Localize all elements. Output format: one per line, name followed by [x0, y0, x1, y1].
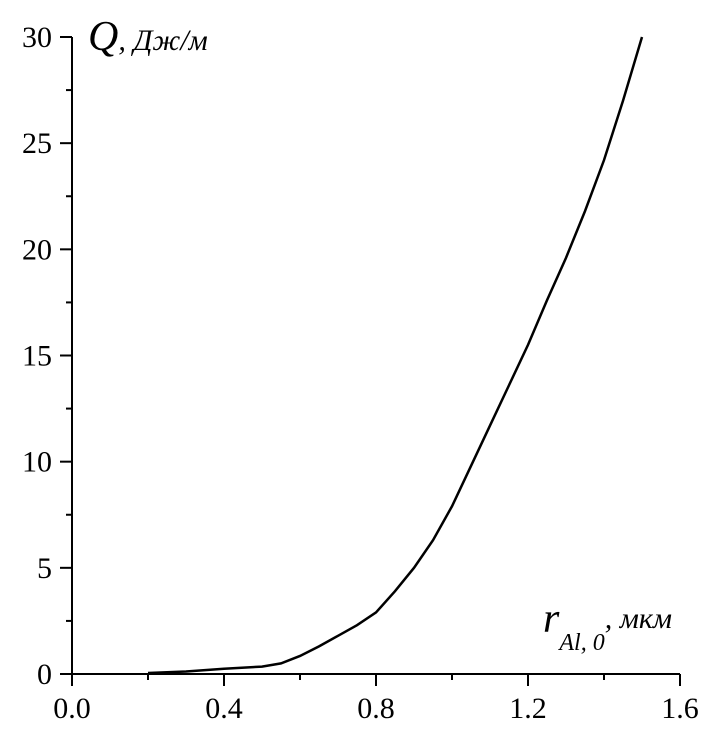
x-tick-label: 0.8 — [357, 692, 395, 725]
x-axis-label: rAl, 0, мкм — [543, 596, 672, 656]
x-tick-label: 0.0 — [53, 692, 91, 725]
x-tick-label: 0.4 — [205, 692, 243, 725]
y-tick-label: 30 — [22, 21, 52, 54]
x-symbol: r — [543, 596, 560, 642]
y-tick-label: 5 — [37, 552, 52, 585]
y-symbol: Q — [88, 14, 118, 60]
x-subscript: Al, 0 — [557, 630, 604, 656]
x-unit: , мкм — [605, 602, 672, 635]
x-tick-label: 1.6 — [661, 692, 699, 725]
y-axis-label: Q, Дж/м — [88, 14, 208, 60]
y-tick-label: 0 — [37, 658, 52, 691]
y-tick-label: 20 — [22, 233, 52, 266]
y-tick-label: 10 — [22, 446, 52, 479]
y-tick-label: 15 — [22, 340, 52, 373]
x-tick-label: 1.2 — [509, 692, 547, 725]
data-line — [147, 36, 644, 675]
y-tick-label: 25 — [22, 127, 52, 160]
y-unit: , Дж/м — [118, 24, 207, 57]
